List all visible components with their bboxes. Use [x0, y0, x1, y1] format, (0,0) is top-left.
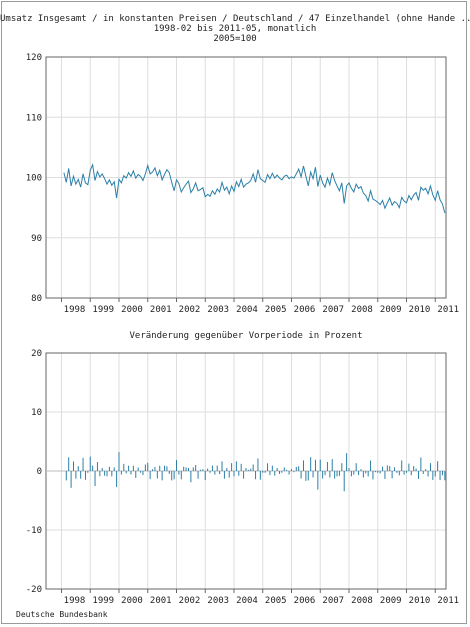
chart-title-block: Umsatz Insgesamt / in konstanten Preisen… [0, 14, 470, 44]
change-y-tick-label-1: -10 [26, 526, 42, 536]
change-x-tick-label-9: 2007 [322, 596, 344, 606]
change-x-tick-label-2: 2000 [121, 596, 143, 606]
index-x-tick-label-9: 2007 [322, 305, 344, 315]
change-x-tick-label-1: 1999 [92, 596, 114, 606]
chart-title: Umsatz Insgesamt / in konstanten Preisen… [0, 14, 470, 24]
change-x-tick-label-0: 1998 [64, 596, 86, 606]
change-x-tick-label-3: 2001 [150, 596, 172, 606]
index-x-tick-label-10: 2008 [351, 305, 373, 315]
index-x-tick-label-2: 2000 [121, 305, 143, 315]
index-y-tick-label-4: 120 [26, 53, 42, 63]
index-y-tick-label-3: 110 [26, 113, 42, 123]
index-y-tick-label-2: 100 [26, 174, 42, 184]
index-x-tick-label-7: 2005 [265, 305, 287, 315]
index-x-tick-label-5: 2003 [207, 305, 229, 315]
chart-subtitle: 1998-02 bis 2011-05, monatlich [153, 24, 317, 34]
index-series-line [63, 163, 446, 214]
footer-source: Deutsche Bundesbank [16, 610, 108, 619]
index-x-tick-label-3: 2001 [150, 305, 172, 315]
chart-subtitle-base: 2005=100 [213, 34, 257, 44]
index-x-tick-label-0: 1998 [64, 305, 86, 315]
change-x-tick-label-8: 2006 [294, 596, 316, 606]
change-x-tick-label-12: 2010 [409, 596, 431, 606]
index-x-tick-label-1: 1999 [92, 305, 114, 315]
index-y-tick-label-1: 90 [31, 234, 42, 244]
change-x-tick-label-4: 2002 [179, 596, 201, 606]
change-x-tick-label-6: 2004 [236, 596, 258, 606]
index-x-tick-label-13: 2011 [437, 305, 459, 315]
index-x-tick-label-12: 2010 [409, 305, 431, 315]
change-x-tick-label-10: 2008 [351, 596, 373, 606]
change-x-tick-label-7: 2005 [265, 596, 287, 606]
index-y-tick-label-0: 80 [31, 294, 42, 304]
change-x-tick-label-11: 2009 [380, 596, 402, 606]
change-y-tick-label-4: 20 [31, 349, 42, 359]
index-x-tick-label-4: 2002 [179, 305, 201, 315]
index-plot-border [45, 56, 447, 299]
change-x-tick-label-5: 2003 [207, 596, 229, 606]
index-x-tick-label-11: 2009 [380, 305, 402, 315]
change-chart-title: Veränderung gegenüber Vorperiode in Proz… [130, 331, 363, 341]
index-x-tick-label-8: 2006 [294, 305, 316, 315]
change-x-tick-label-13: 2011 [437, 596, 459, 606]
change-y-tick-label-0: -20 [26, 585, 42, 595]
change-y-tick-label-3: 10 [31, 408, 42, 418]
index-x-tick-label-6: 2004 [236, 305, 258, 315]
change-y-tick-label-2: 0 [37, 467, 42, 477]
